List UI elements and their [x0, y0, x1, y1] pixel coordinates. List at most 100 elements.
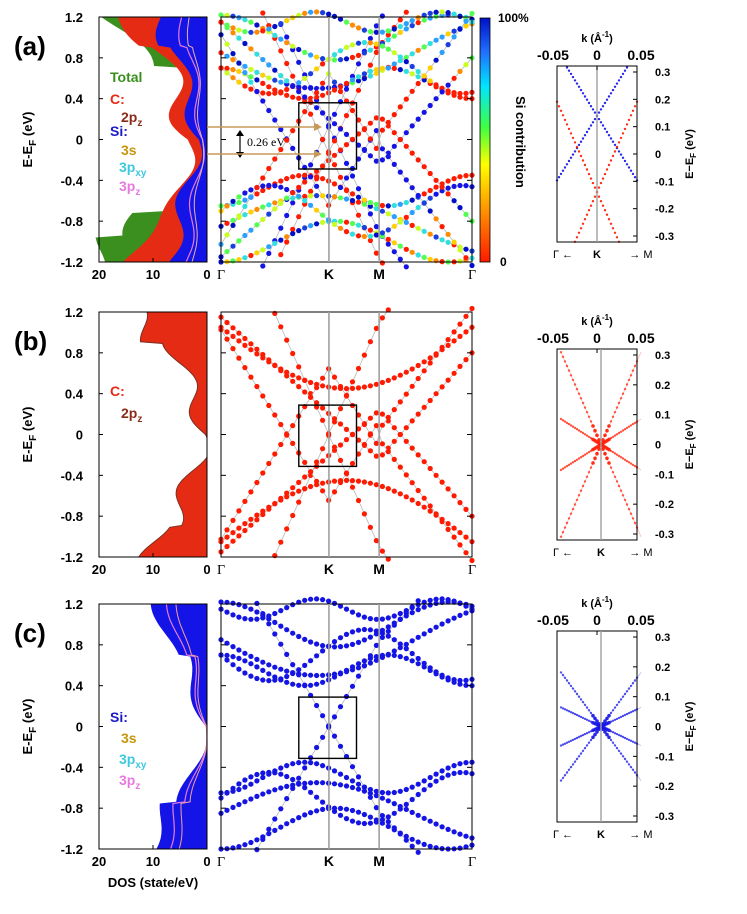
band-point [373, 201, 379, 207]
zoom-ytick-label: -0.3 [655, 811, 674, 823]
band-point [463, 506, 469, 512]
band-point [242, 29, 248, 35]
band-point [427, 503, 433, 509]
zoom-point [619, 430, 623, 433]
band-point [385, 119, 391, 125]
band-point [349, 173, 356, 179]
band-point [302, 812, 308, 818]
zoom-ytick-label: 0.1 [655, 122, 670, 134]
band-point [337, 771, 344, 777]
band-point [391, 648, 397, 654]
zoom-ytick-label: 0 [655, 722, 661, 734]
band-point [391, 810, 397, 816]
legend-text: Total [110, 69, 142, 85]
band-line [220, 308, 473, 540]
band-point [391, 223, 397, 229]
zoom-point [577, 392, 581, 395]
band-point [385, 37, 391, 43]
band-point [361, 76, 367, 82]
band-point [337, 385, 344, 391]
zoom-ytick-label: -0.2 [655, 204, 674, 216]
band-point [379, 795, 385, 801]
zoom-point [585, 213, 589, 216]
zoom-point [571, 378, 575, 382]
zoom-point [577, 735, 581, 739]
band-point [230, 333, 236, 339]
zoom-point [603, 433, 607, 438]
zoom-xtick-label: 0 [593, 330, 601, 346]
band-point [302, 474, 308, 480]
band-point [457, 600, 463, 607]
band-point [320, 176, 326, 182]
zoom-point [565, 709, 569, 712]
band-point [266, 678, 272, 684]
band-point [290, 43, 296, 49]
band-point [355, 412, 362, 418]
dos-ytick-label: 1.2 [65, 597, 83, 612]
band-point [433, 512, 439, 518]
band-point [421, 504, 427, 510]
band-point [415, 375, 421, 382]
band-point [433, 9, 439, 15]
band-point [367, 211, 373, 217]
zoom-point [569, 512, 573, 515]
zoom-point [567, 463, 571, 467]
zoom-point [587, 709, 591, 712]
dos-ytick-label: -0.4 [61, 468, 84, 483]
band-point [284, 212, 290, 219]
band-point [355, 222, 362, 228]
zoom-point [559, 671, 563, 674]
band-point [451, 329, 457, 335]
band-point [242, 232, 248, 239]
zoom-point [605, 428, 609, 433]
zoom-point [589, 420, 593, 423]
legend-entry: 3pxy [119, 159, 147, 179]
band-point [433, 771, 439, 777]
band-point [391, 26, 397, 32]
band-point [236, 602, 242, 608]
band-point [343, 160, 350, 166]
band-point [284, 337, 290, 343]
band-point [361, 39, 367, 46]
band-point [397, 806, 403, 812]
band-point [266, 91, 272, 97]
band-point [427, 355, 433, 361]
band-point [355, 665, 362, 671]
band-point [278, 641, 284, 647]
legend-entry: 3pz [119, 772, 140, 792]
band-point [284, 186, 290, 193]
band-point [266, 250, 272, 256]
band-point [379, 202, 385, 209]
zoom-point [609, 420, 613, 423]
band-point [331, 13, 338, 19]
band-point [463, 246, 469, 252]
text-layer: (a)1.20.80.40-0.4-0.8-1.220 10 0E-EF (eV)T… [14, 10, 698, 890]
band-point [236, 199, 242, 206]
zoom-point [611, 435, 615, 439]
band-point [248, 341, 254, 347]
band-point [302, 662, 308, 669]
zoom-point [571, 763, 575, 766]
band-point [337, 603, 344, 609]
band-point [349, 191, 356, 197]
band-point [278, 324, 284, 330]
band-point [290, 602, 296, 608]
band-point [230, 222, 236, 228]
band-point [391, 61, 397, 67]
zoom-point [611, 741, 615, 744]
band-point [397, 169, 403, 175]
band-point [361, 146, 367, 153]
band-point [373, 325, 379, 331]
zoom-ytick-label: -0.1 [655, 176, 674, 188]
zoom-point [581, 92, 585, 95]
band-point [445, 526, 451, 533]
zoom-point [569, 374, 573, 377]
zoom-point [585, 411, 589, 414]
band-point [272, 451, 278, 457]
zoom-point [627, 738, 631, 742]
band-point [433, 258, 439, 264]
band-point [331, 162, 338, 168]
zoom-point [577, 755, 581, 758]
zoom-point [565, 123, 569, 126]
band-point [337, 195, 344, 201]
